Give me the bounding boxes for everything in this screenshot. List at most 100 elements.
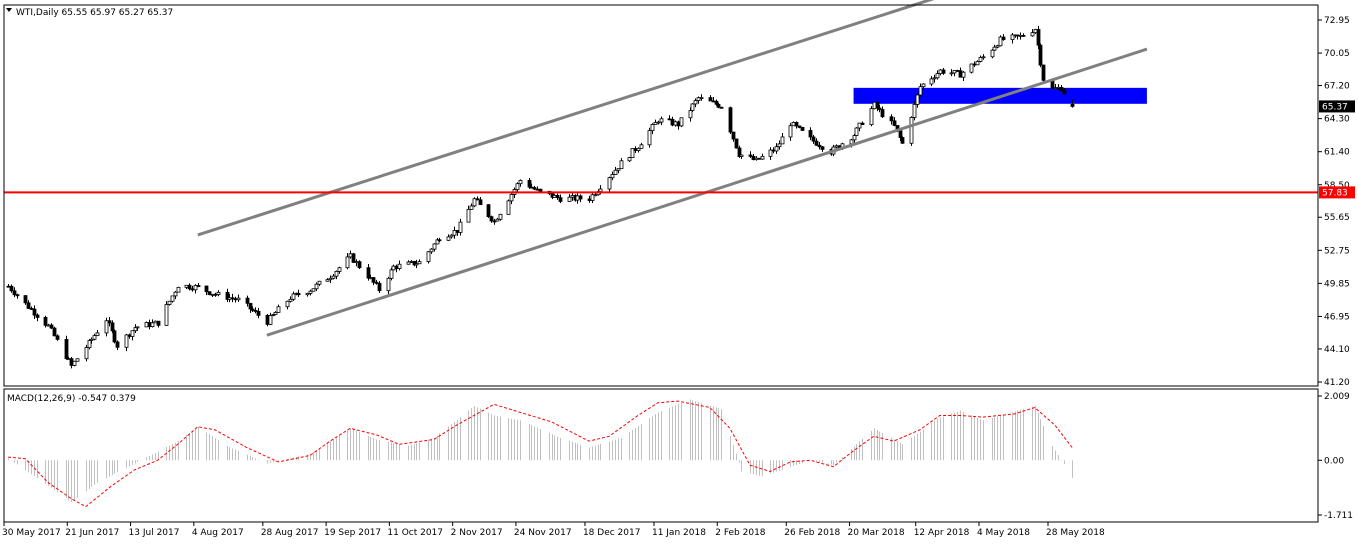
candle-body (308, 290, 313, 294)
time-tick-label: 11 Oct 2017 (387, 528, 443, 538)
candle-body (699, 97, 704, 99)
candle-body (414, 263, 419, 266)
candle-body (371, 277, 376, 283)
candle-body (961, 71, 966, 78)
candle-body (808, 130, 813, 138)
candle-body (527, 180, 532, 188)
candle-body (334, 270, 339, 277)
candle-body (1038, 44, 1043, 66)
candle-body (127, 334, 132, 337)
time-tick-label: 28 May 2018 (1046, 528, 1105, 538)
time-tick-label: 2 Feb 2018 (715, 528, 766, 538)
macd-tick-label: 0.00 (1324, 456, 1344, 466)
chart-menu-icon[interactable] (6, 8, 12, 12)
candle-body (1059, 87, 1064, 92)
candles (6, 25, 1075, 369)
candle-body (506, 200, 511, 215)
candle-body (659, 118, 664, 123)
candle-body (777, 143, 782, 148)
candle-body (176, 286, 181, 293)
candle-body (135, 326, 140, 329)
candle-body (751, 155, 756, 161)
candle-body (889, 116, 894, 122)
candle-body (570, 195, 575, 198)
candle-body (532, 187, 537, 190)
candle-body (288, 298, 293, 302)
price-tick-label: 72.95 (1324, 16, 1350, 26)
candle-body (650, 124, 655, 132)
candle-body (92, 335, 97, 340)
candle-body (107, 320, 112, 324)
candle-body (296, 292, 301, 296)
support-price-label-bg (1319, 186, 1355, 199)
time-tick-label: 21 Jun 2017 (65, 528, 119, 538)
candle-body (981, 56, 986, 59)
macd-signal-line (7, 400, 1073, 508)
time-tick-label: 20 Mar 2018 (848, 528, 905, 538)
candle-body (748, 154, 753, 157)
candle-body (869, 108, 874, 125)
candle-body (590, 194, 595, 201)
candle-body (35, 314, 40, 318)
candle-body (130, 330, 135, 337)
candle-body (89, 338, 94, 341)
symbol-title: WTI,Daily 65.55 65.97 65.27 65.37 (16, 8, 173, 18)
candle-body (929, 78, 934, 85)
candle-body (880, 109, 885, 118)
candle-body (852, 135, 857, 141)
candle-body (9, 285, 14, 292)
candle-body (449, 234, 454, 238)
candle-body (696, 97, 701, 101)
candle-body (860, 122, 865, 125)
candle-body (529, 186, 534, 189)
current-price-label: 65.37 (1322, 102, 1348, 112)
candle-body (598, 188, 603, 192)
candle-body (389, 269, 394, 279)
candle-body (348, 253, 353, 258)
candle-body (992, 46, 997, 51)
time-tick-label: 19 Sep 2017 (324, 528, 381, 538)
candle-body (679, 117, 684, 127)
candle-body (587, 198, 592, 201)
support-price-label: 57.83 (1322, 188, 1348, 198)
candle-body (437, 239, 442, 242)
candle-body (377, 282, 382, 292)
candle-body (374, 281, 379, 284)
candle-body (187, 284, 192, 290)
candle-body (492, 220, 497, 223)
price-tick-label: 70.05 (1324, 49, 1350, 59)
candle-body (780, 136, 785, 145)
candle-body (23, 295, 28, 304)
price-tick-label: 55.65 (1324, 213, 1350, 223)
time-tick-label: 12 Apr 2018 (914, 528, 970, 538)
candle-body (273, 312, 278, 315)
candle-body (1036, 29, 1041, 46)
candle-body (469, 205, 474, 210)
candle-body (455, 230, 460, 233)
candle-body (291, 293, 296, 300)
candle-body (314, 283, 319, 290)
candle-body (610, 174, 615, 179)
candle-body (153, 320, 158, 324)
candle-body (1018, 35, 1023, 37)
candle-body (87, 339, 92, 348)
candle-body (193, 285, 198, 291)
price-tick-label: 61.40 (1324, 148, 1350, 158)
time-tick-label: 26 Feb 2018 (784, 528, 840, 538)
candle-body (791, 122, 796, 127)
candle-body (935, 73, 940, 79)
candle-body (1041, 64, 1046, 81)
candle-body (1070, 103, 1075, 107)
candle-body (458, 221, 463, 233)
candle-body (633, 148, 638, 151)
candle-body (426, 251, 431, 262)
channel-upper-line[interactable] (197, 0, 954, 237)
candle-body (248, 302, 253, 310)
candle-body (875, 101, 880, 109)
candle-body (351, 253, 356, 263)
candle-body (472, 198, 477, 207)
candle-body (941, 69, 946, 74)
candle-body (676, 121, 681, 127)
